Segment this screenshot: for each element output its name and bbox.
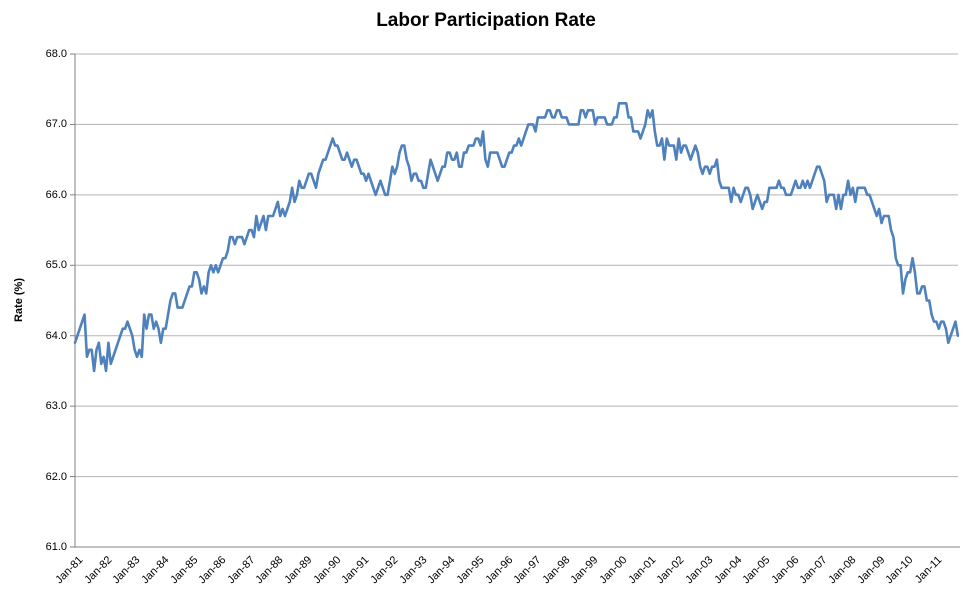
- y-tick-label: 65.0: [45, 259, 67, 272]
- y-tick-label: 61.0: [45, 541, 67, 553]
- y-tick-label: 64.0: [45, 329, 67, 342]
- y-tick-label: 63.0: [45, 400, 67, 413]
- y-tick-label: 62.0: [45, 470, 67, 483]
- chart-title: Labor Participation Rate: [376, 10, 596, 31]
- y-tick-label: 66.0: [45, 188, 67, 201]
- y-tick-label: 67.0: [45, 118, 67, 131]
- series-line: [73, 102, 960, 373]
- y-tick-label: 68.0: [45, 48, 67, 60]
